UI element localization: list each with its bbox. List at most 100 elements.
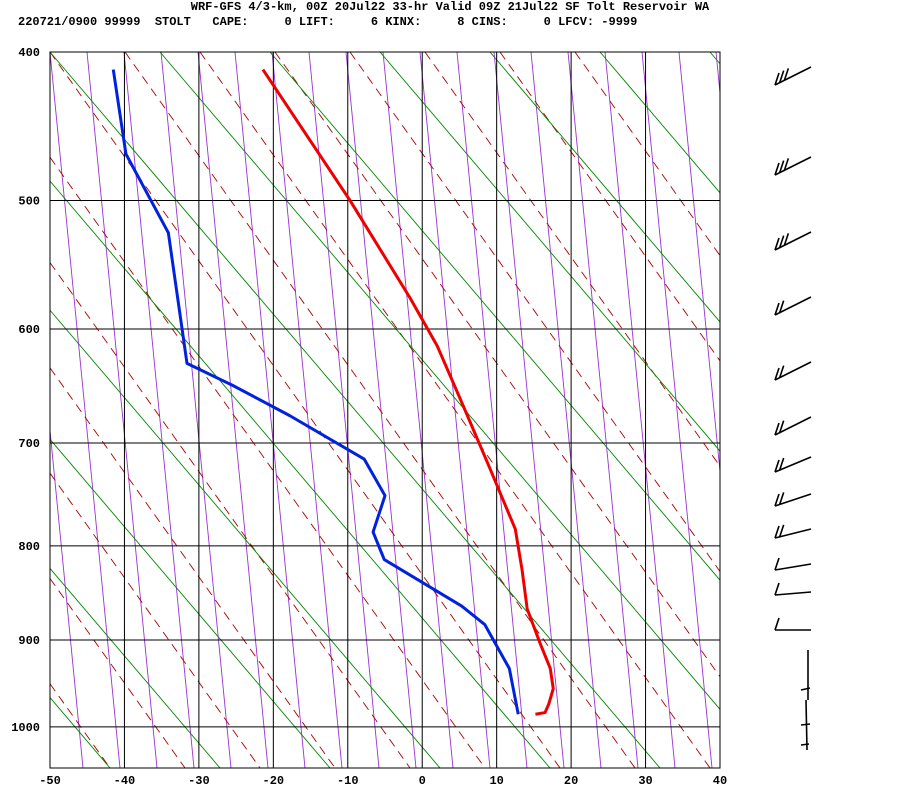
dry-adiabat	[49, 367, 336, 769]
barb-staff	[774, 66, 812, 86]
barb-feather	[778, 365, 785, 378]
chart-title: WRF-GFS 4/3-km, 00Z 20Jul22 33-hr Valid …	[191, 0, 710, 14]
dry-adiabat	[49, 578, 186, 769]
moist-line	[49, 439, 331, 769]
barb-feather	[774, 493, 780, 507]
barb-feather	[774, 525, 780, 539]
dry-adiabat	[124, 51, 636, 769]
barb-feather	[778, 524, 785, 538]
isotherm	[604, 51, 676, 769]
isotherm	[197, 51, 269, 769]
y-tick-label: 600	[18, 323, 40, 337]
background-lines	[49, 51, 721, 769]
barb-feather	[774, 582, 780, 596]
plot-frame	[49, 51, 721, 769]
barb-feather	[778, 70, 785, 83]
y-tick-label: 800	[18, 540, 40, 554]
barb-feather	[774, 367, 780, 381]
moist-line	[599, 51, 721, 194]
wind-barbs	[774, 66, 812, 751]
x-tick-label: -30	[188, 774, 210, 788]
barb-feather	[783, 68, 790, 81]
x-tick-label: -20	[263, 774, 285, 788]
moist-line	[709, 51, 721, 65]
grid: -50 -40 -30 -20 -10 0 10 20 30 40 400 500 600 700 800 9…	[11, 46, 727, 788]
dry-adiabat	[199, 51, 711, 769]
chart-subtitle: 220721/0900 99999 STOLT CAPE: 0 LIFT: 6 …	[18, 15, 637, 29]
barb-feather	[783, 158, 790, 171]
barb-feather	[774, 422, 780, 436]
isotherm	[86, 51, 158, 769]
barb-feather	[774, 557, 780, 571]
barb-feather	[778, 235, 785, 248]
dry-adiabat	[49, 472, 261, 769]
isotherm	[160, 51, 232, 769]
x-tick-label: 10	[489, 774, 503, 788]
isotherm	[641, 51, 713, 769]
y-tick-label: 900	[18, 634, 40, 648]
traces	[111, 68, 555, 716]
dry-adiabat	[49, 51, 561, 769]
moist-line	[269, 51, 721, 581]
dry-adiabat	[49, 683, 111, 769]
moist-line	[159, 51, 721, 710]
dry-adiabat	[424, 51, 721, 467]
barb-feather	[774, 237, 780, 251]
x-tick-label: -10	[337, 774, 359, 788]
barb-staff	[774, 416, 812, 436]
barb-feather	[783, 233, 790, 246]
barb-staff	[800, 687, 811, 691]
barb-staff	[774, 456, 812, 473]
isotherm	[234, 51, 306, 769]
dry-adiabat	[49, 262, 411, 769]
isotherm	[567, 51, 639, 769]
barb-staff	[800, 743, 810, 746]
y-tick-label: 400	[18, 46, 40, 60]
barb-feather	[774, 162, 780, 176]
barb-feather	[774, 72, 780, 86]
profile-line	[261, 68, 555, 716]
barb-feather	[778, 492, 785, 505]
isotherm	[456, 51, 528, 769]
moist-line	[379, 51, 721, 452]
isotherm	[530, 51, 602, 769]
barb-staff	[774, 361, 812, 381]
barb-feather	[774, 617, 780, 631]
y-tick-label: 1000	[11, 721, 40, 735]
isotherm	[49, 430, 84, 769]
moist-line	[49, 568, 221, 769]
isotherm	[49, 51, 121, 769]
barb-staff	[774, 528, 812, 539]
dry-adiabat	[274, 51, 721, 678]
barb-staff	[800, 723, 811, 726]
dry-adiabat	[499, 51, 721, 362]
barb-staff	[774, 563, 812, 571]
moist-line	[49, 51, 661, 769]
barb-staff	[774, 493, 812, 507]
barb-feather	[774, 459, 780, 473]
moist-line	[489, 51, 721, 323]
isotherm	[308, 51, 380, 769]
y-tick-label: 500	[18, 194, 40, 208]
x-tick-label: 0	[419, 774, 426, 788]
isotherm	[382, 51, 454, 769]
x-tick-label: 40	[713, 774, 727, 788]
barb-feather	[774, 302, 780, 316]
x-tick-label: 30	[638, 774, 652, 788]
barb-feather	[778, 160, 785, 173]
isotherm	[271, 51, 343, 769]
moist-line	[49, 697, 111, 769]
dry-adiabat	[349, 51, 721, 572]
x-tick-label: -40	[114, 774, 136, 788]
dry-adiabat	[49, 157, 486, 769]
y-tick-label: 700	[18, 437, 40, 451]
isotherm	[678, 51, 721, 472]
isotherm	[345, 51, 417, 769]
barb-feather	[778, 457, 785, 471]
x-tick-label: 20	[564, 774, 578, 788]
barb-staff	[774, 591, 812, 596]
isotherm	[493, 51, 565, 769]
barb-staff	[774, 156, 812, 176]
